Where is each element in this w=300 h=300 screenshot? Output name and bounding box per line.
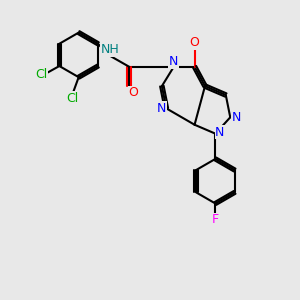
- Text: Cl: Cl: [35, 68, 48, 82]
- Text: N: N: [215, 126, 224, 139]
- Text: N: N: [169, 55, 178, 68]
- Text: F: F: [212, 213, 219, 226]
- Text: O: O: [129, 86, 139, 99]
- Text: N: N: [157, 102, 167, 115]
- Text: NH: NH: [100, 43, 119, 56]
- Text: N: N: [232, 111, 241, 124]
- Text: Cl: Cl: [66, 92, 78, 105]
- Text: O: O: [190, 36, 200, 49]
